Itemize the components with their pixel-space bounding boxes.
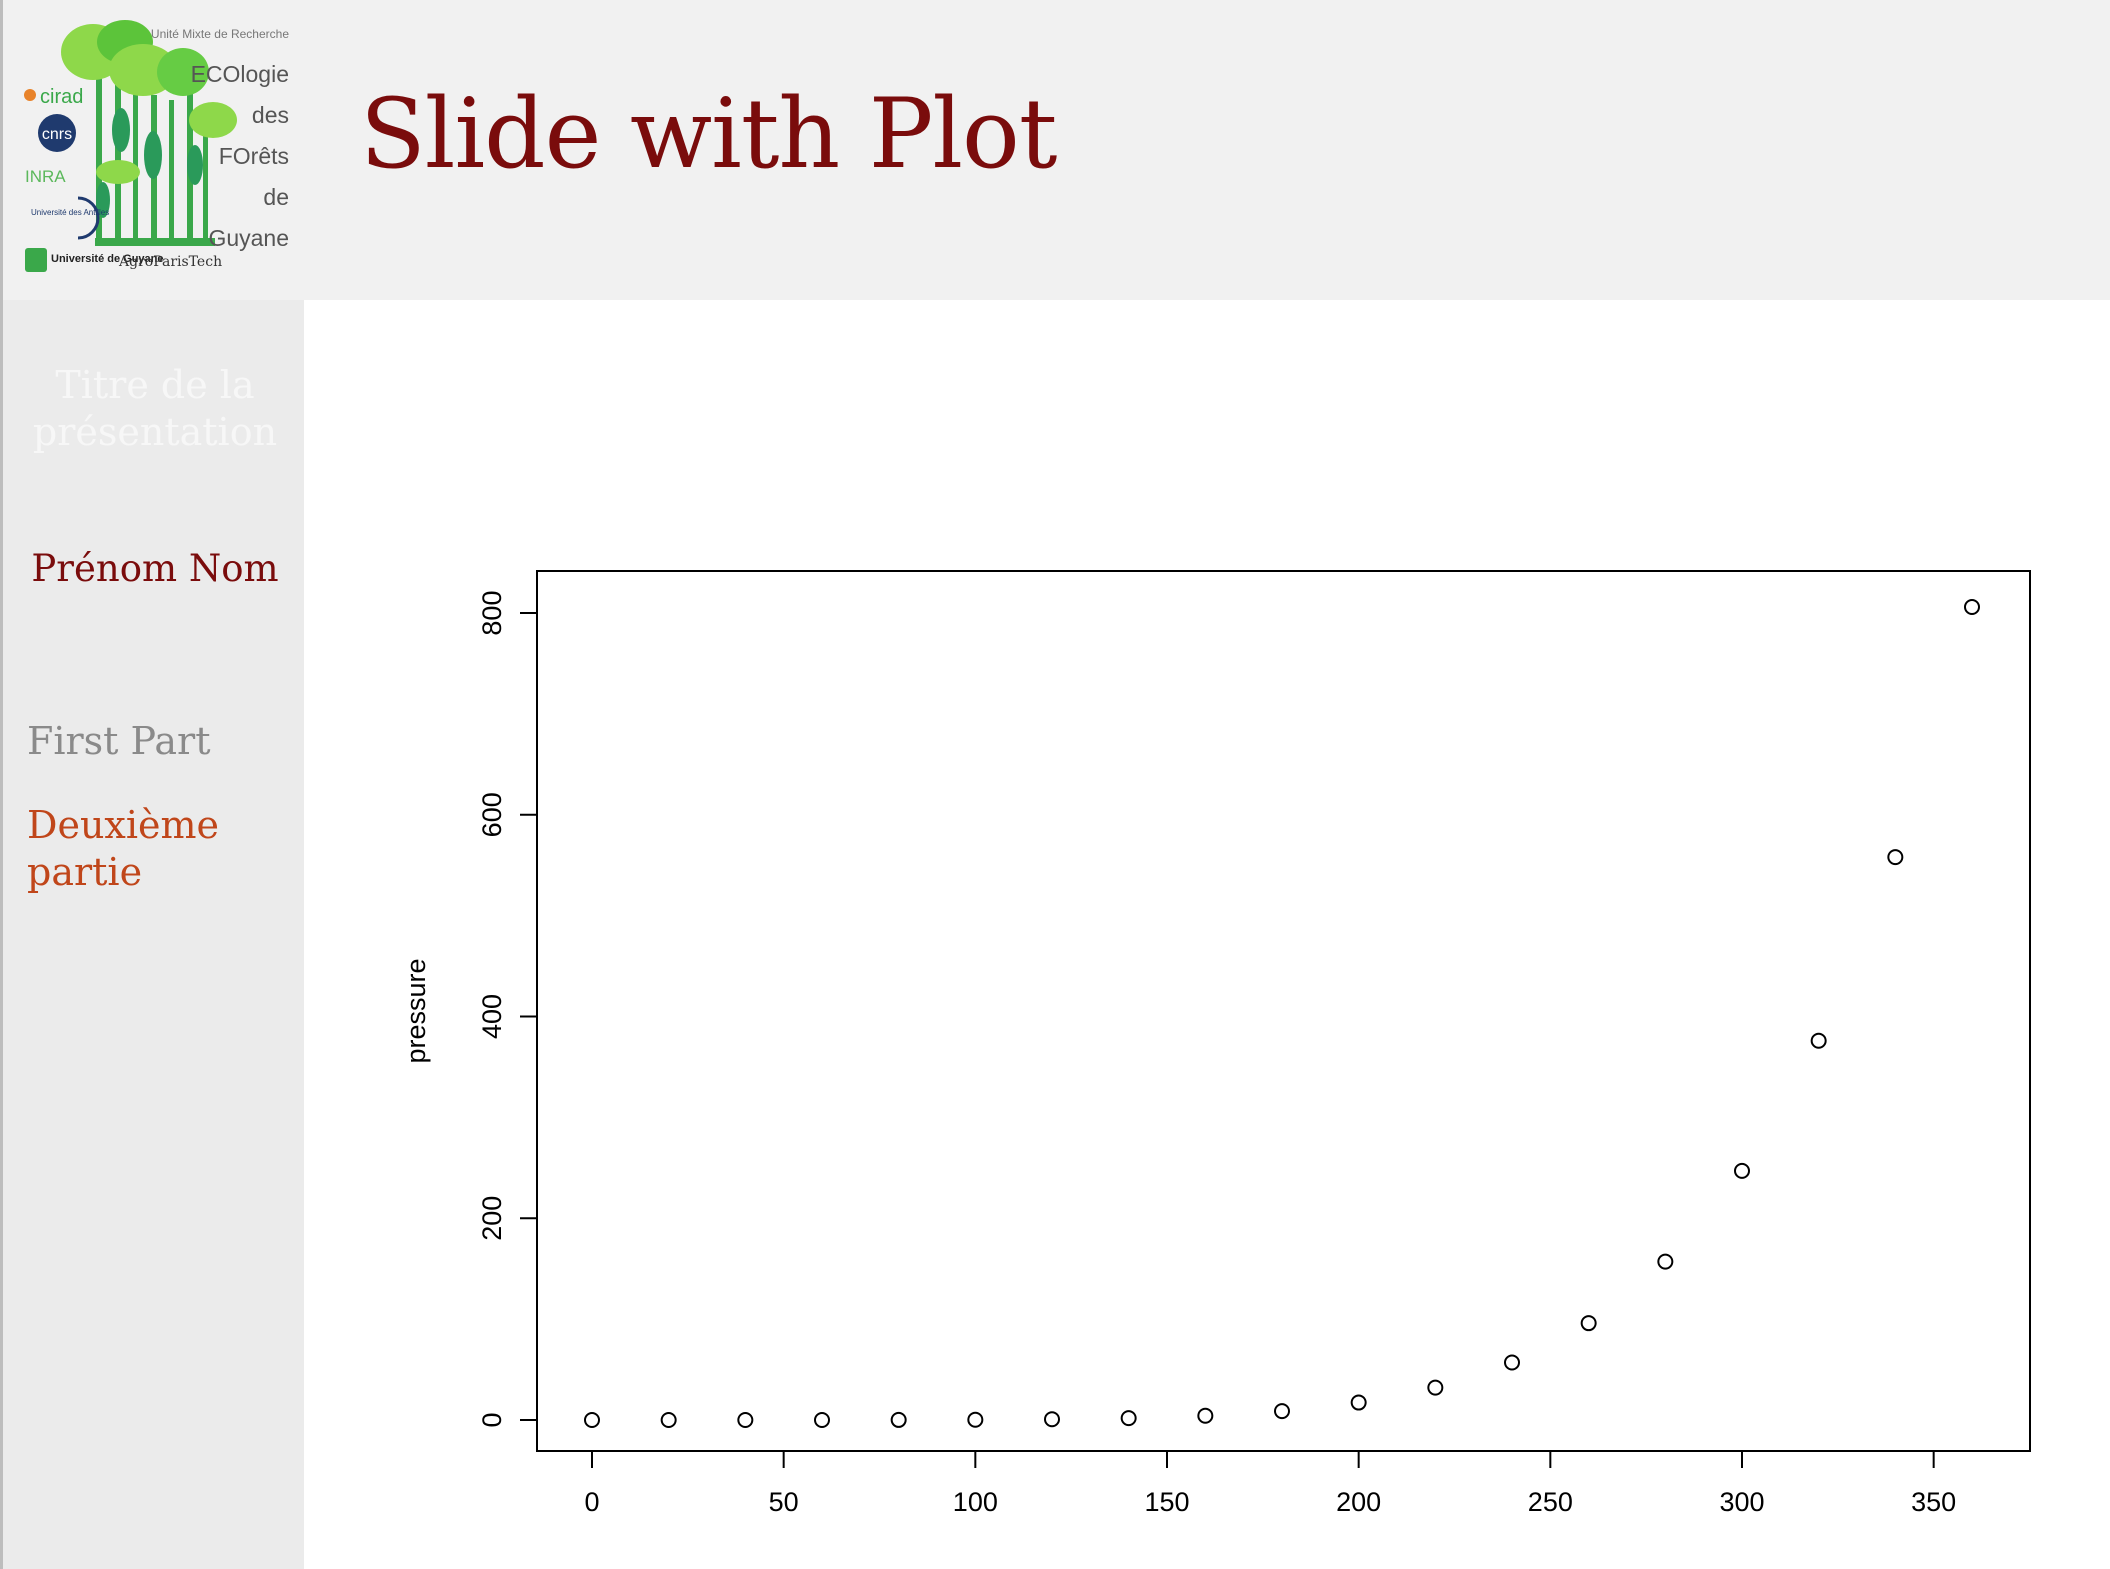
data-point (1427, 1379, 1444, 1396)
author-name: Prénom Nom (31, 547, 279, 590)
slide-header: Slide with Plot (304, 0, 2110, 300)
data-point (967, 1411, 984, 1428)
y-tick-label: 200 (477, 1196, 507, 1241)
data-point (660, 1411, 677, 1428)
trees-illustration (61, 20, 237, 246)
logo-name-line-4: de (263, 184, 289, 210)
y-tick-label: 800 (477, 591, 507, 636)
data-point (890, 1411, 907, 1428)
cirad-logo: cirad (24, 86, 83, 108)
agroparistech-logo: AgroParisTech (118, 254, 222, 270)
svg-text:Université des Antilles: Université des Antilles (31, 208, 109, 217)
y-tick-label: 600 (477, 792, 507, 837)
data-point (1964, 599, 1980, 615)
x-tick-label: 0 (584, 1487, 599, 1517)
y-tick-label: 400 (477, 994, 507, 1039)
data-point (1504, 1354, 1520, 1371)
x-tick-label: 300 (1719, 1487, 1764, 1517)
data-point (737, 1411, 754, 1428)
univ-antilles-logo: Université des Antilles (31, 196, 109, 240)
y-tick-label: 0 (477, 1412, 507, 1427)
x-tick-label: 250 (1528, 1487, 1573, 1517)
nav-item-deuxieme-partie[interactable]: Deuxième partie (27, 803, 220, 894)
svg-text:AgroParisTech: AgroParisTech (118, 254, 222, 270)
data-point (1657, 1253, 1674, 1270)
logo-name-line-1: ECOlogie (191, 61, 289, 87)
y-axis-label: pressure (401, 958, 431, 1063)
logo-unit-label: Unité Mixte de Recherche (151, 27, 289, 41)
svg-text:cirad: cirad (40, 86, 83, 108)
pressure-scatter-plot: 0 50 100 150 200 250 300 350 0 200 400 600 800 pressu… (401, 570, 2031, 1517)
x-tick-label: 200 (1336, 1487, 1381, 1517)
cnrs-logo: cnrs (38, 114, 76, 152)
plot-frame (536, 570, 2031, 1452)
data-point (584, 1411, 600, 1428)
data-point (1120, 1410, 1137, 1427)
slide-title: Slide with Plot (360, 78, 1057, 190)
data-point (1197, 1407, 1214, 1424)
x-tick-label: 150 (1144, 1487, 1189, 1517)
nav-item-first-part[interactable]: First Part (27, 719, 211, 763)
inra-logo: INRA (25, 167, 66, 186)
svg-text:INRA: INRA (25, 167, 66, 186)
x-tick-label: 350 (1911, 1487, 1956, 1517)
svg-text:cnrs: cnrs (42, 126, 72, 143)
logo-name-line-3: FOrêts (219, 143, 289, 169)
svg-text:Université de Guyane: Université de Guyane (51, 253, 164, 265)
sidebar: Unité Mixte de Recherche (0, 0, 304, 1569)
data-point (1044, 1411, 1060, 1428)
ecofog-logo: Unité Mixte de Recherche (24, 20, 289, 272)
presentation-title: Titre de la présentation (32, 363, 278, 454)
univ-guyane-logo: Université de Guyane (25, 248, 164, 272)
x-tick-label: 50 (769, 1487, 799, 1517)
data-point (814, 1411, 830, 1428)
data-point (1274, 1403, 1290, 1420)
logo-name-line-2: des (252, 102, 289, 128)
x-tick-label: 100 (953, 1487, 998, 1517)
logo-area: Unité Mixte de Recherche (3, 0, 304, 300)
data-point (1734, 1162, 1750, 1179)
data-point (1887, 849, 1904, 866)
logo-name-line-5: Guyane (208, 225, 289, 251)
data-point (1580, 1315, 1597, 1332)
data-point (1350, 1394, 1367, 1411)
data-point (1810, 1032, 1827, 1049)
